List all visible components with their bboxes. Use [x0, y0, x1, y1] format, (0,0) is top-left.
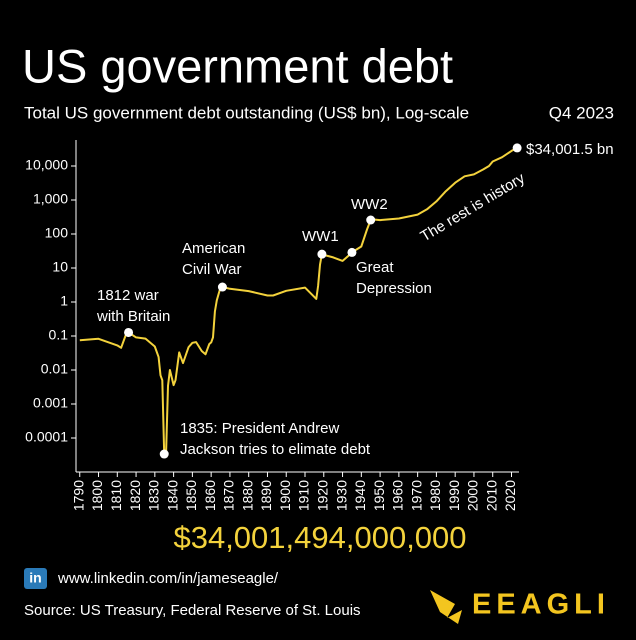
y-tick-label: 0.01 — [41, 361, 68, 377]
annotation-dot — [366, 215, 376, 225]
y-tick-label: 0.0001 — [25, 429, 68, 445]
x-tick-label: 1820 — [127, 480, 143, 511]
x-tick-label: 1870 — [221, 480, 237, 511]
x-tick-label: 1910 — [296, 480, 312, 511]
y-tick-label: 0.001 — [33, 395, 68, 411]
annotation: with Britain — [96, 308, 170, 325]
x-tick-label: 1810 — [108, 480, 124, 511]
annotation: Great — [356, 259, 394, 276]
x-tick-label: 1880 — [239, 480, 255, 511]
annotation: $34,001.5 bn — [526, 141, 614, 158]
annotation: WW1 — [302, 228, 339, 245]
annotation-dot — [347, 247, 357, 257]
x-tick-label: 1800 — [89, 480, 105, 511]
y-tick-label: 10 — [52, 259, 68, 275]
brand-logo — [430, 590, 462, 624]
x-tick-label: 1850 — [183, 480, 199, 511]
annotation: American — [182, 240, 245, 257]
annotation: Jackson tries to elimate debt — [180, 441, 371, 458]
annotation: WW2 — [351, 196, 388, 213]
annotation-dot — [124, 327, 134, 337]
x-tick-label: 1990 — [446, 480, 462, 511]
debt-line — [79, 147, 518, 455]
x-tick-label: 1840 — [164, 480, 180, 511]
x-tick-label: 1940 — [352, 480, 368, 511]
x-tick-label: 2020 — [502, 480, 518, 511]
annotation-dot — [317, 249, 327, 259]
brand: EEAGLI — [472, 589, 610, 621]
y-tick-label: 100 — [45, 225, 69, 241]
annotation: Civil War — [182, 261, 241, 278]
x-tick-label: 1970 — [408, 480, 424, 511]
y-tick-label: 1,000 — [33, 191, 68, 207]
source: Source: US Treasury, Federal Reserve of … — [24, 602, 361, 619]
x-tick-label: 1920 — [314, 480, 330, 511]
annotation: 1812 war — [97, 287, 159, 304]
linkedin-glyph: in — [29, 570, 41, 586]
x-tick-label: 2010 — [483, 480, 499, 511]
x-tick-label: 1790 — [70, 480, 86, 511]
x-tick-label: 1950 — [371, 480, 387, 511]
x-tick-label: 1960 — [390, 480, 406, 511]
x-tick-label: 1860 — [202, 480, 218, 511]
x-tick-label: 1980 — [427, 480, 443, 511]
linkedin-box — [24, 568, 47, 589]
y-tick-label: 0.1 — [49, 327, 69, 343]
chart-title: US government debt — [22, 39, 453, 92]
x-tick-label: 1900 — [277, 480, 293, 511]
linkedin-url[interactable]: www.linkedin.com/in/jameseagle/ — [57, 570, 279, 587]
chart-subtitle: Total US government debt outstanding (US… — [24, 103, 469, 122]
x-tick-label: 1930 — [333, 480, 349, 511]
y-tick-label: 1 — [60, 293, 68, 309]
annotation: 1835: President Andrew — [180, 420, 339, 437]
y-tick-label: 10,000 — [25, 157, 68, 173]
annotation: Depression — [356, 280, 432, 297]
x-tick-label: 2000 — [465, 480, 481, 511]
annotation-dot — [159, 449, 169, 459]
x-tick-label: 1830 — [146, 480, 162, 511]
period: Q4 2023 — [549, 103, 614, 122]
headline: $34,001,494,000,000 — [173, 520, 466, 555]
linkedin-icon: in — [24, 568, 47, 589]
x-tick-label: 1890 — [258, 480, 274, 511]
annotation-dot — [217, 282, 227, 292]
annotation-dot — [512, 143, 522, 153]
